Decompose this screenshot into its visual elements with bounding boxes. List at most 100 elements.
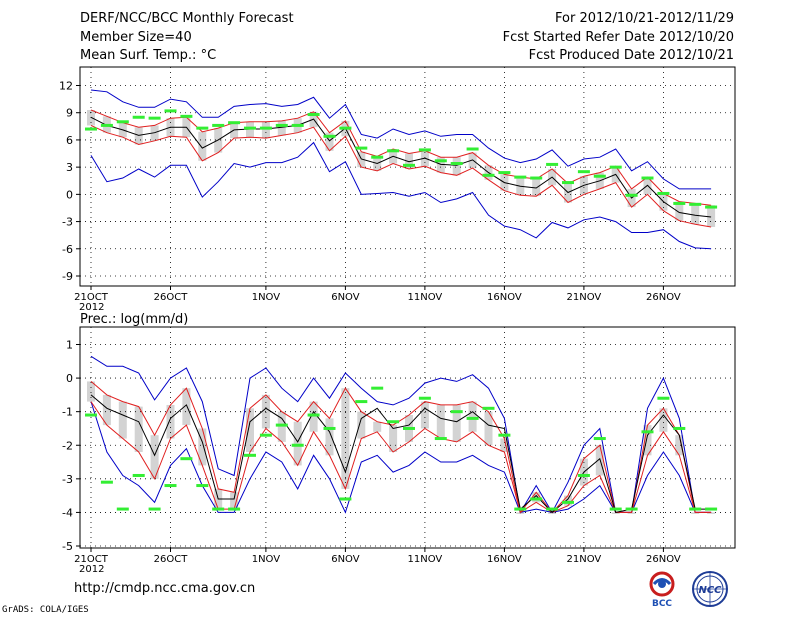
prec-box-36 (659, 408, 668, 432)
prec-box-3 (134, 406, 143, 452)
temp-member-mark-39 (705, 205, 718, 209)
prec-xtick-label-4: 11NOV (408, 554, 443, 565)
prec-box-28 (532, 492, 541, 503)
temp-member-mark-27 (514, 175, 527, 179)
temp-frame (79, 66, 736, 287)
temp-box-39 (707, 205, 716, 228)
prec-box-35 (643, 425, 652, 456)
prec-member-mark-36 (657, 396, 670, 400)
bcc-logo-text: BCC (652, 599, 672, 608)
prec-member-mark-34 (625, 507, 638, 511)
prec-member-mark-29 (546, 507, 559, 511)
prec-box-34 (627, 512, 636, 514)
forecast-period: For 2012/10/21-2012/11/29 (555, 11, 734, 26)
prec-member-mark-39 (705, 507, 718, 511)
member-size-label: Member Size=40 (80, 30, 192, 45)
started-date: Fcst Started Refer Date 2012/10/20 (502, 30, 734, 45)
temp-xtick-label-0: 21OCT (74, 292, 109, 303)
temp-member-mark-28 (530, 176, 543, 180)
prec-box-23 (452, 404, 461, 442)
prec-ytick-label-5: -4 (62, 506, 73, 519)
prec-member-mark-13 (291, 443, 304, 447)
temp-member-mark-13 (291, 123, 304, 127)
temp-member-mark-3 (132, 115, 145, 119)
prec-member-mark-18 (371, 386, 384, 390)
temp-member-mark-25 (482, 173, 495, 177)
temp-member-mark-31 (577, 170, 590, 174)
prec-median-line (90, 394, 712, 514)
temp-member-mark-26 (498, 171, 511, 175)
temp-box-37 (675, 201, 684, 221)
temp-member-mark-12 (275, 123, 288, 127)
prec-box-9 (230, 492, 239, 510)
temp-member-mark-21 (418, 148, 431, 152)
prec-min-line (90, 401, 712, 514)
temp-ytick-label-6: -6 (62, 243, 73, 256)
temp-member-mark-16 (339, 126, 352, 130)
prec-member-mark-19 (387, 420, 400, 424)
produced-date: Fcst Produced Date 2012/10/21 (528, 48, 734, 63)
temp-ytick-label-1: 9 (66, 107, 73, 120)
footer-url[interactable]: http://cmdp.ncc.cma.gov.cn (74, 581, 256, 596)
temp-ytick-label-2: 6 (66, 134, 73, 147)
prec-xtick-label-5: 16NOV (487, 554, 522, 565)
temp-member-mark-0 (85, 127, 97, 131)
temp-member-mark-33 (609, 165, 622, 169)
prec-box-16 (341, 388, 350, 489)
prec-xtick-label-1: 26OCT (154, 554, 189, 565)
prec-member-mark-15 (323, 426, 336, 430)
temp-member-mark-6 (180, 114, 193, 118)
temp-ytick-label-4: 0 (66, 188, 73, 201)
temp-ytick-label-3: 3 (66, 161, 73, 174)
prec-member-mark-11 (259, 433, 272, 437)
temp-p25-line (90, 124, 712, 228)
temp-p75-line (90, 109, 712, 206)
temp-member-mark-24 (466, 147, 479, 151)
prec-box-12 (277, 411, 286, 442)
prec-member-mark-23 (450, 410, 463, 414)
temp-member-mark-4 (148, 116, 161, 120)
prec-member-mark-0 (85, 413, 97, 417)
prec-member-mark-1 (100, 480, 113, 484)
temp-xtick-label-7: 26NOV (646, 292, 681, 303)
temp-member-mark-8 (212, 123, 225, 127)
prec-member-mark-10 (244, 453, 256, 457)
prec-member-mark-27 (514, 507, 527, 511)
temp-member-mark-17 (355, 146, 368, 150)
prec-member-mark-9 (228, 507, 241, 511)
prec-member-mark-6 (180, 457, 193, 461)
prec-member-mark-20 (403, 426, 415, 430)
prec-p25-line (90, 401, 712, 514)
prec-box-10 (246, 408, 254, 452)
prec-member-mark-2 (116, 507, 129, 511)
prec-member-mark-24 (466, 416, 479, 420)
temp-member-mark-37 (673, 201, 686, 205)
temp-member-mark-9 (228, 121, 241, 125)
prec-box-15 (325, 418, 334, 456)
prec-box-7 (198, 428, 207, 466)
prec-member-mark-26 (498, 433, 511, 437)
temp-member-mark-14 (307, 113, 320, 117)
prec-member-mark-14 (307, 413, 320, 417)
temp-xtick-label-4: 11NOV (408, 292, 443, 303)
temp-xtick-label-3: 6NOV (331, 292, 360, 303)
prec-box-13 (293, 421, 302, 466)
prec-box-18 (373, 421, 382, 432)
temp-ytick-label-7: -9 (62, 270, 73, 283)
temp-min-line (90, 141, 712, 250)
prec-box-14 (309, 401, 318, 432)
variable-label: Mean Surf. Temp.: °C (80, 48, 217, 63)
temp-member-mark-22 (434, 159, 447, 163)
prec-box-19 (389, 425, 398, 452)
ncc-logo: NCC (692, 571, 728, 607)
prec-box-22 (436, 404, 445, 439)
temp-member-mark-5 (164, 109, 177, 113)
temp-member-mark-23 (450, 162, 463, 166)
prec-member-mark-28 (530, 497, 543, 501)
prec-box-0 (87, 381, 95, 402)
prec-member-mark-5 (164, 484, 177, 488)
prec-member-mark-38 (689, 507, 702, 511)
prec-box-26 (500, 438, 509, 452)
prec-member-mark-3 (132, 473, 145, 477)
temp-box-7 (198, 131, 207, 161)
